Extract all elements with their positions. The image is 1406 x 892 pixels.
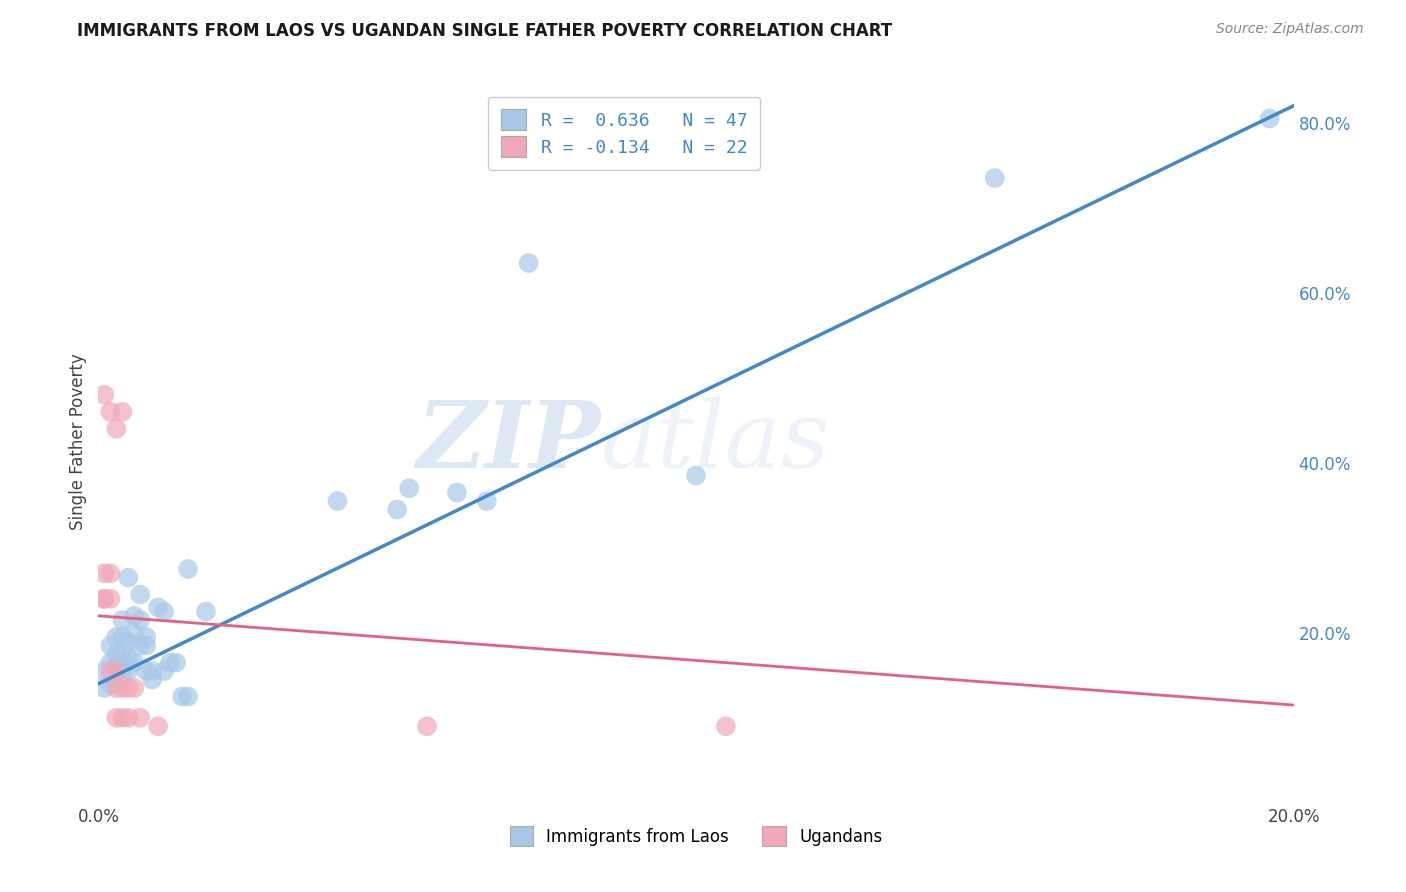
Point [105,681,128,695]
Point [135,639,157,653]
Point [117,570,139,584]
Point [98,566,122,581]
Text: ZIP: ZIP [416,397,600,486]
Point [124,608,146,623]
Point [141,673,163,687]
Point [124,656,146,670]
Point [148,719,170,733]
Point [129,613,152,627]
Point [93,591,115,606]
Text: IMMIGRANTS FROM LAOS VS UGANDAN SINGLE FATHER POVERTY CORRELATION CHART: IMMIGRANTS FROM LAOS VS UGANDAN SINGLE F… [77,22,893,40]
Point [124,681,146,695]
Point [93,664,115,678]
Point [172,690,194,704]
Point [177,690,200,704]
Text: Source: ZipAtlas.com: Source: ZipAtlas.com [1216,22,1364,37]
Point [111,630,134,644]
Point [111,656,134,670]
Point [124,625,146,640]
Point [117,664,139,678]
Point [148,600,170,615]
Y-axis label: Single Father Poverty: Single Father Poverty [69,353,87,530]
Point [398,481,420,495]
Point [129,588,152,602]
Point [111,681,134,695]
Point [117,634,139,648]
Point [111,613,134,627]
Point [153,664,176,678]
Point [1258,112,1281,126]
Point [117,681,139,695]
Point [98,656,122,670]
Point [385,502,409,516]
Point [98,677,122,691]
Point [98,591,122,606]
Point [111,642,134,657]
Point [165,656,187,670]
Legend: Immigrants from Laos, Ugandans: Immigrants from Laos, Ugandans [503,820,889,852]
Point [105,630,128,644]
Point [446,485,468,500]
Point [98,405,122,419]
Point [105,711,128,725]
Point [105,664,128,678]
Point [159,656,181,670]
Point [714,719,737,733]
Text: atlas: atlas [600,397,830,486]
Point [326,494,349,508]
Point [685,468,707,483]
Point [98,639,122,653]
Point [93,566,115,581]
Point [475,494,498,508]
Point [111,405,134,419]
Point [177,562,200,576]
Point [105,422,128,436]
Point [117,651,139,665]
Point [105,660,128,674]
Point [129,711,152,725]
Point [117,711,139,725]
Point [98,664,122,678]
Point [141,664,163,678]
Point [135,630,157,644]
Point [105,673,128,687]
Point [517,256,540,270]
Point [135,664,157,678]
Point [93,591,115,606]
Point [195,605,218,619]
Point [416,719,439,733]
Point [984,171,1007,186]
Point [105,647,128,661]
Point [111,668,134,682]
Point [153,605,176,619]
Point [93,681,115,695]
Point [93,388,115,402]
Point [111,711,134,725]
Point [129,639,152,653]
